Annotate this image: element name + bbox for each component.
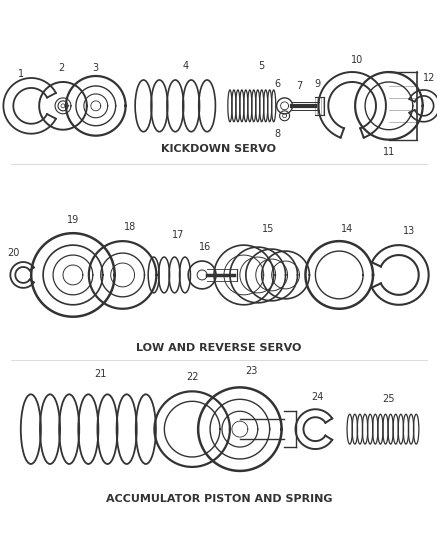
Text: 3: 3 (93, 63, 99, 73)
Text: 22: 22 (186, 373, 198, 382)
Text: 14: 14 (341, 224, 353, 234)
Text: 15: 15 (261, 224, 274, 234)
Text: 12: 12 (423, 73, 435, 83)
Text: 11: 11 (383, 147, 395, 157)
Text: ACCUMULATOR PISTON AND SPRING: ACCUMULATOR PISTON AND SPRING (106, 494, 332, 504)
Text: 13: 13 (403, 226, 415, 236)
Text: 7: 7 (297, 81, 303, 91)
Text: LOW AND REVERSE SERVO: LOW AND REVERSE SERVO (136, 343, 302, 352)
Text: 17: 17 (172, 230, 184, 240)
Text: 6: 6 (275, 79, 281, 89)
Text: 20: 20 (7, 248, 20, 258)
Text: 8: 8 (275, 128, 281, 139)
Text: 24: 24 (311, 392, 324, 402)
Text: 23: 23 (246, 367, 258, 376)
Text: 10: 10 (351, 55, 363, 65)
Text: 21: 21 (95, 369, 107, 379)
Text: 25: 25 (383, 394, 395, 405)
Text: 4: 4 (182, 61, 188, 71)
Text: 19: 19 (67, 215, 79, 225)
Text: 18: 18 (124, 222, 137, 232)
Text: 9: 9 (314, 79, 321, 89)
Text: 5: 5 (258, 61, 265, 71)
Text: 2: 2 (58, 63, 64, 73)
Text: KICKDOWN SERVO: KICKDOWN SERVO (162, 143, 276, 154)
Text: 16: 16 (199, 242, 211, 252)
Text: 1: 1 (18, 69, 25, 79)
